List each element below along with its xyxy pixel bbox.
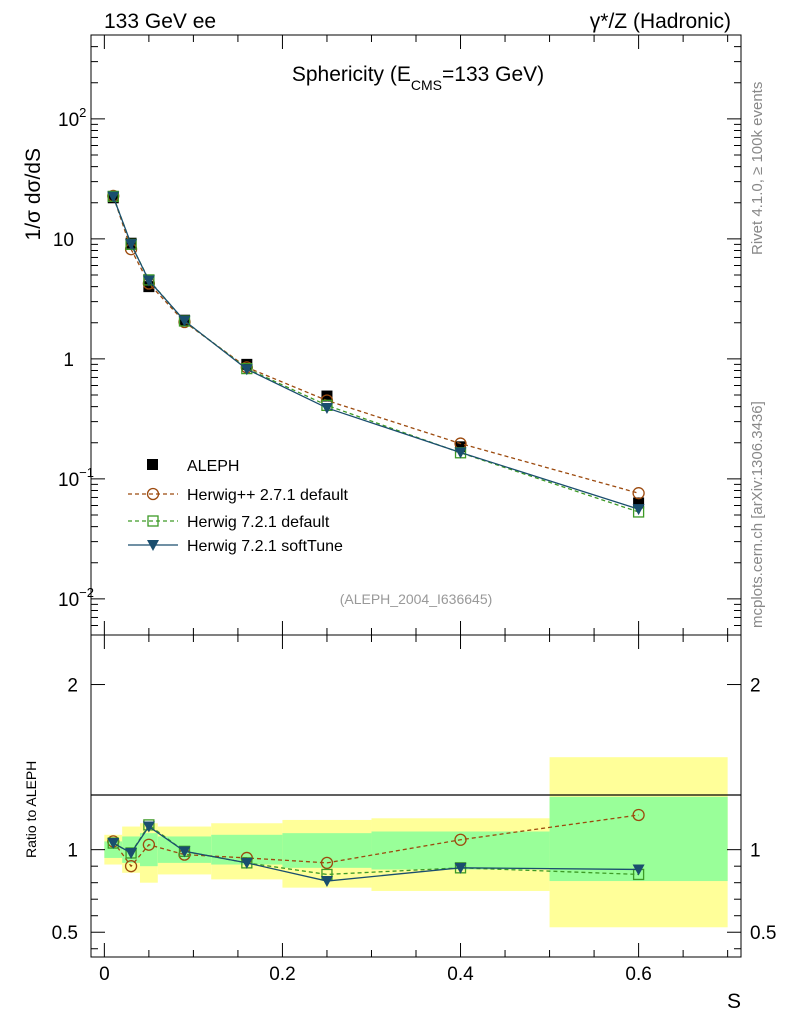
main-y-tick-exponent: −2 [79,585,94,600]
ratio-y-tick-labels: 2 2 1 1 0.5 0.5 [52,676,777,945]
herwig-softtune-ratio-point [632,864,645,876]
herwig-softtune-ratio-point [178,846,191,858]
herwigpp-ratio-point [142,838,156,851]
legend-aleph-marker [147,459,158,470]
legend-herwig-softtune-marker [147,540,159,551]
x-tick-labels: 0 0.2 0.4 0.6 [99,964,652,985]
plot-title-end: =133 GeV) [442,63,544,86]
legend-herwig-softtune-label: Herwig 7.2.1 softTune [187,538,343,555]
main-y-tick-label: 10 [53,230,74,251]
main-series-layer [107,189,645,518]
herwig-softtune-main-point [320,402,333,414]
x-axis-label: S [727,990,741,1013]
ratio-y-tick-label-right: 2 [750,676,761,697]
herwigpp-ratio-line [112,814,639,868]
herwig-softtune-ratio-point [320,876,333,888]
analysis-label: (ALEPH_2004_I636645) [340,591,493,607]
herwigpp-main-point [632,487,645,500]
ratio-y-tick-label-left: 0.5 [52,923,78,944]
ratio-y-tick-label-right: 1 [750,841,761,862]
herwig-softtune-main-point [454,447,467,459]
herwigpp-ratio-point [124,860,138,873]
aleph-data-point [633,497,645,509]
herwig-softtune-main-point [142,275,155,287]
main-y-tick-label: 10−1 [58,465,94,491]
herwig-softtune-main-point [125,239,138,251]
plot-title-subscript: CMS [411,77,442,93]
main-y-tick-labels: 102 10 1 10−1 10−2 [53,105,94,611]
ratio-y-tick-label-left: 1 [67,841,78,862]
rivet-version-text: Rivet 4.1.0, ≥ 100k events [749,82,766,255]
main-y-tick-label: 10−2 [58,585,94,611]
header-right-suffix: (Hadronic) [627,10,731,33]
mcplots-reference-text: mcplots.cern.ch [arXiv:1306.3436] [749,401,766,628]
main-y-tick-exponent: −1 [79,465,94,480]
herwig-softtune-main-line [112,196,639,510]
main-y-tick-label: 1 [63,350,74,371]
herwig-softtune-main-point [107,191,120,203]
ratio-series-layer [107,808,645,888]
herwig-softtune-ratio-point [142,821,155,833]
header-right: γ*/Z (Hadronic) [590,10,731,33]
x-tick-label: 0.4 [447,964,474,985]
ratio-panel: 2 2 1 1 0.5 0.5 Ratio to ALEPH 0 0.2 0.4 0.6 S [23,634,777,1013]
legend-herwig-default-marker [147,515,159,527]
herwig-softtune-main-point [632,504,645,516]
plot-title-text: Sphericity (E [292,63,411,86]
herwig-softtune-main-point [240,364,253,376]
main-panel: Sphericity (ECMS=133 GeV) (ALEPH_2004_I6… [22,34,742,636]
herwig-softtune-ratio-point [240,857,253,869]
legend-aleph-label: ALEPH [187,458,239,475]
ratio-band-inner [282,833,372,868]
herwigpp-ratio-point [632,808,645,822]
y-axis-label: 1/σ dσ/dS [22,148,45,240]
aleph-data-point [143,281,155,293]
ratio-y-axis-label: Ratio to ALEPH [23,761,39,858]
x-tick-label: 0.6 [625,964,651,985]
ratio-uncertainty-bands [104,757,728,928]
plot-title: Sphericity (ECMS=133 GeV) [292,63,544,93]
ratio-axis-ticks [91,635,741,957]
ratio-frame [90,634,742,958]
legend-herwig-default-label: Herwig 7.2.1 default [187,514,330,531]
x-tick-label: 0.2 [269,964,295,985]
herwig-softtune-main-point [178,315,191,327]
ratio-y-tick-label-right: 0.5 [750,923,776,944]
aleph-data-point [455,441,467,453]
herwigpp-ratio-point [454,833,467,846]
legend-herwigpp-marker [146,487,160,501]
main-y-tick-exponent: 2 [79,105,86,120]
herwig-softtune-ratio-point [107,838,120,850]
legend-herwigpp-label: Herwig++ 2.7.1 default [187,487,349,504]
x-tick-label: 0 [99,964,110,985]
header-left: 133 GeV ee [104,10,216,33]
herwigpp-main-line [112,195,639,494]
legend: ALEPH Herwig++ 2.7.1 default Herwig 7.2.… [128,458,349,555]
main-y-tick-label: 102 [58,105,86,131]
herwig-softtune-ratio-point [454,862,467,874]
main-axis-ticks [91,34,741,636]
herwig-softtune-ratio-point [125,847,138,859]
header-right-process: γ*/Z [590,10,628,33]
aleph-data-point [321,390,333,402]
herwigpp-ratio-point [320,856,334,870]
ratio-y-tick-label-left: 2 [67,676,78,697]
